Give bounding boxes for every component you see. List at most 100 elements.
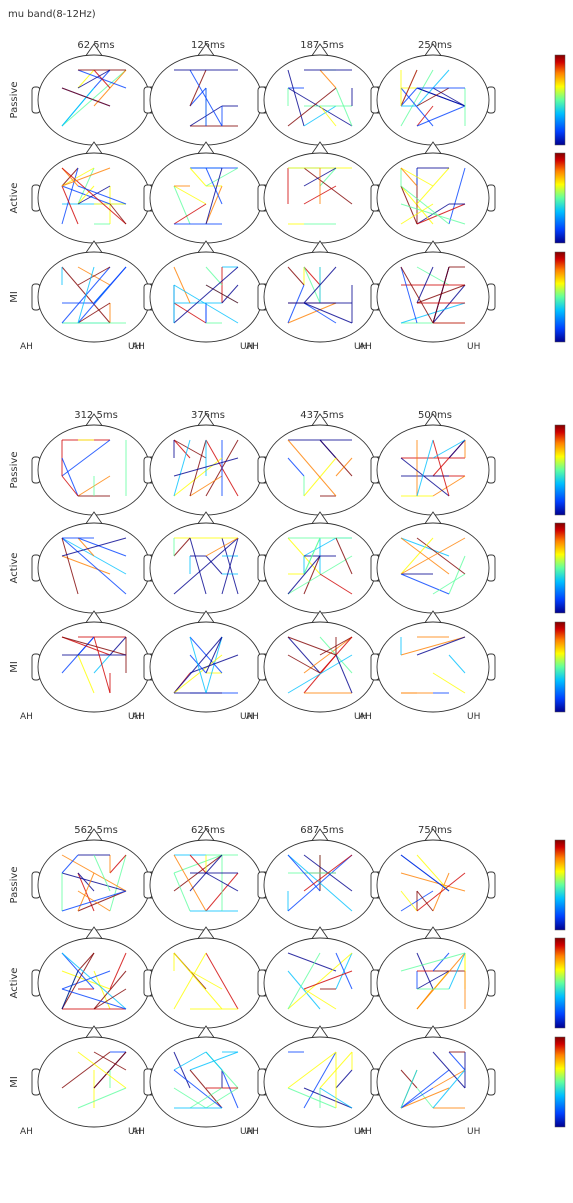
ah-label: AH xyxy=(359,1127,372,1137)
connection-line xyxy=(400,69,434,127)
connectivity-lines xyxy=(287,167,353,225)
connectivity-lines xyxy=(287,266,353,324)
connection-line xyxy=(448,952,466,990)
figure-title: mu band(8-12Hz) xyxy=(8,9,96,20)
connection-line xyxy=(303,167,353,205)
connection-line xyxy=(61,69,127,127)
connection-line xyxy=(432,266,450,324)
connectivity-lines xyxy=(400,167,466,225)
connection-line xyxy=(77,185,127,205)
connection-line xyxy=(416,266,434,304)
connection-line xyxy=(432,1069,466,1109)
connection-line xyxy=(205,952,239,1010)
ah-label: AH xyxy=(246,342,259,352)
connection-line xyxy=(109,854,127,874)
uh-label: UH xyxy=(467,1127,480,1137)
connection-line xyxy=(400,69,418,107)
head-topomap xyxy=(31,828,157,931)
time-label: 562.5ms xyxy=(74,825,118,836)
connection-line xyxy=(61,167,79,187)
uh-label: UH xyxy=(240,1127,253,1137)
connection-line xyxy=(173,185,207,205)
connection-line xyxy=(189,475,223,497)
connection-line xyxy=(93,1051,127,1071)
head-topomap xyxy=(257,828,383,931)
colorbar xyxy=(554,937,566,1029)
connection-line xyxy=(319,573,353,595)
connection-line xyxy=(205,636,223,694)
connection-line xyxy=(432,439,466,459)
connection-line xyxy=(173,457,239,477)
uh-label: UH xyxy=(240,342,253,352)
connection-line xyxy=(335,87,353,127)
ah-label: AH xyxy=(132,342,145,352)
connection-line xyxy=(173,537,239,595)
connection-line xyxy=(319,167,337,187)
connection-line xyxy=(416,266,450,286)
ah-label: AH xyxy=(20,1127,33,1137)
connection-line xyxy=(432,1069,466,1089)
connectivity-lines xyxy=(400,636,466,694)
head-topomap xyxy=(31,240,157,343)
head-topomap xyxy=(143,413,269,516)
connection-line xyxy=(93,636,111,694)
ah-label: AH xyxy=(246,712,259,722)
connection-line xyxy=(416,439,434,497)
condition-label: Active xyxy=(9,553,20,584)
connection-line xyxy=(77,69,95,89)
connection-line xyxy=(448,439,466,459)
connection-line xyxy=(400,167,418,187)
connection-line xyxy=(400,537,450,575)
head-topomap xyxy=(31,43,157,146)
connection-line xyxy=(287,952,337,972)
connection-line xyxy=(287,87,337,127)
connection-line xyxy=(109,952,127,990)
ah-label: AH xyxy=(359,712,372,722)
connection-line xyxy=(173,203,207,225)
connection-line xyxy=(205,872,239,892)
ah-label: AH xyxy=(246,1127,259,1137)
connection-line xyxy=(77,266,111,286)
condition-label: Passive xyxy=(9,82,20,119)
colorbar xyxy=(554,621,566,713)
connection-line xyxy=(189,636,207,694)
connection-line xyxy=(189,537,207,595)
head-topomap xyxy=(257,926,383,1029)
connectivity-lines xyxy=(61,266,127,324)
connection-line xyxy=(416,636,466,656)
connectivity-lines xyxy=(287,636,353,694)
connection-line xyxy=(303,537,321,575)
connection-line xyxy=(77,167,95,205)
connection-line xyxy=(400,302,466,324)
connection-line xyxy=(400,952,466,972)
connection-line xyxy=(77,537,95,557)
connectivity-lines xyxy=(61,439,127,497)
connection-line xyxy=(205,185,223,225)
connection-line xyxy=(400,185,450,225)
connection-line xyxy=(173,439,191,497)
connection-line xyxy=(109,854,127,912)
colorbar xyxy=(554,1036,566,1128)
connection-line xyxy=(77,1051,127,1089)
connection-line xyxy=(77,185,111,205)
connection-line xyxy=(303,1087,353,1109)
connection-line xyxy=(93,970,127,1010)
head-topomap xyxy=(257,43,383,146)
connection-line xyxy=(432,573,466,595)
uh-label: UH xyxy=(467,712,480,722)
head-topomap xyxy=(257,511,383,614)
connection-line xyxy=(432,284,466,324)
connection-line xyxy=(93,266,127,304)
connectivity-lines xyxy=(61,1051,127,1109)
head-topomap xyxy=(370,828,496,931)
connection-line xyxy=(287,952,321,1010)
connectivity-lines xyxy=(287,439,353,497)
connection-line xyxy=(61,167,79,225)
head-topomap xyxy=(143,240,269,343)
connection-line xyxy=(61,952,95,1010)
connection-line xyxy=(173,302,207,324)
connectivity-lines xyxy=(173,854,239,912)
connection-line xyxy=(319,439,337,459)
connection-line xyxy=(61,439,111,477)
